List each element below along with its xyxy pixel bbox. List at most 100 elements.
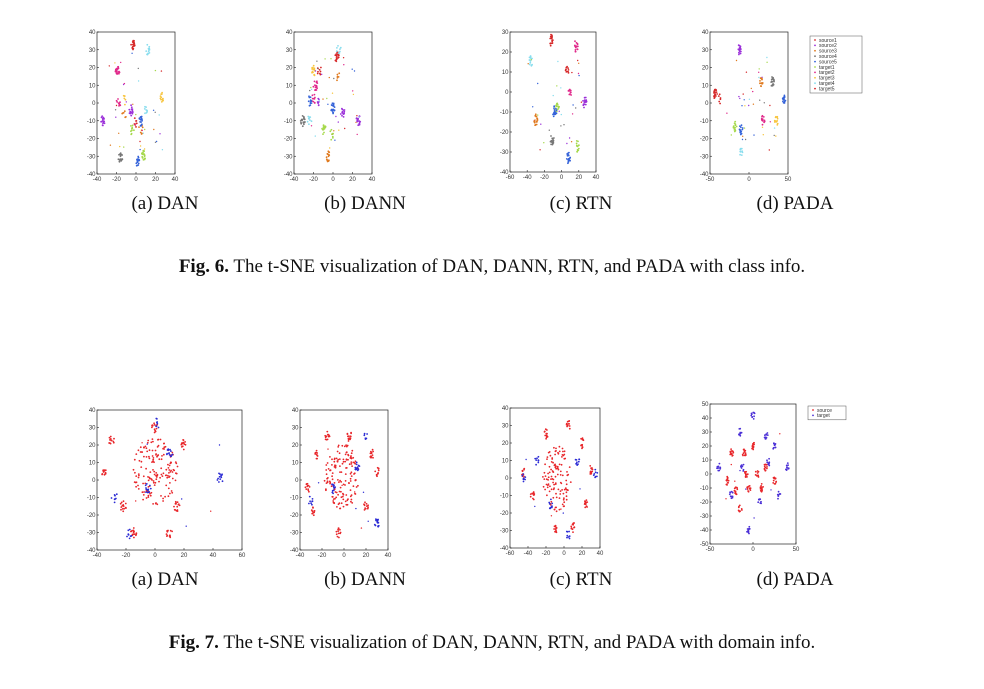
y-tick-label: -10 (290, 496, 299, 502)
scatter-point (311, 66, 314, 69)
scatter-point (333, 486, 336, 489)
scatter-point (330, 485, 333, 488)
scatter-point (117, 67, 120, 70)
scatter-point (773, 442, 775, 445)
scatter-point (316, 87, 318, 90)
scatter-point (174, 479, 177, 482)
scatter-point (309, 119, 311, 121)
scatter-point (144, 112, 146, 115)
scatter-point (773, 444, 776, 447)
scatter-point (779, 433, 781, 435)
scatter-point (146, 443, 148, 445)
scatter-point (133, 117, 136, 119)
scatter-point (340, 490, 342, 493)
scatter-point (100, 120, 102, 123)
scatter-point (555, 496, 558, 499)
scatter-point (583, 96, 586, 99)
legend-label: source5 (819, 59, 837, 65)
scatter-point (342, 460, 345, 463)
scatter-point (210, 510, 212, 512)
scatter-point (364, 501, 366, 504)
scatter-point (337, 54, 340, 57)
scatter-point (165, 484, 168, 487)
scatter-point (563, 488, 566, 491)
scatter-point (131, 110, 134, 113)
scatter-point (549, 140, 552, 143)
scatter-point (145, 488, 148, 491)
x-tick-label: 20 (181, 553, 188, 559)
x-tick-label: 20 (575, 175, 582, 181)
points-group (521, 420, 599, 540)
scatter-point (574, 49, 577, 51)
x-tick-label: 40 (369, 177, 376, 183)
scatter-point (138, 117, 141, 120)
scatter-point (551, 505, 553, 508)
scatter-point (344, 484, 346, 486)
scatter-point (555, 447, 557, 450)
scatter-point (551, 35, 553, 38)
scatter-point (152, 480, 155, 482)
scatter-point (329, 456, 331, 458)
scatter-point (306, 483, 308, 485)
scatter-point (714, 88, 717, 91)
scatter-point (140, 466, 143, 468)
scatter-point (119, 101, 121, 104)
scatter-point (747, 529, 749, 532)
scatter-point (560, 482, 563, 485)
scatter-point (358, 465, 361, 467)
scatter-point (130, 125, 132, 127)
scatter-point (345, 467, 347, 469)
scatter-point (763, 463, 766, 466)
scatter-point (552, 478, 555, 481)
y-tick-label: 0 (505, 476, 509, 482)
scatter-point (308, 486, 311, 488)
scatter-point (560, 113, 562, 116)
x-tick-label: 50 (793, 547, 800, 553)
scatter-point (739, 151, 742, 153)
scatter-point (536, 117, 539, 120)
scatter-point (309, 102, 312, 105)
scatter-point (741, 127, 744, 129)
scatter-point (322, 124, 325, 127)
scatter-point (317, 68, 319, 70)
scatter-point (142, 151, 144, 154)
scatter-point (552, 139, 555, 142)
scatter-point (332, 104, 335, 107)
scatter-point (748, 98, 751, 101)
scatter-point (760, 483, 763, 485)
scatter-point (557, 468, 560, 471)
x-tick-label: 40 (385, 553, 392, 559)
scatter-point (544, 434, 547, 437)
scatter-point (152, 458, 155, 461)
scatter-point (332, 112, 334, 115)
scatter-svg: -40 -20 0 20 40 -40 -30 -20 -10 0 10 20 30 40 (284, 30, 376, 183)
scatter-point (570, 94, 572, 96)
scatter-point (307, 484, 310, 487)
y-tick-label: -40 (87, 172, 96, 178)
legend-label: source2 (819, 43, 837, 49)
scatter-point (760, 77, 763, 80)
scatter-point (350, 498, 353, 501)
scatter-point (759, 498, 762, 501)
scatter-point (559, 474, 562, 476)
scatter-point (145, 483, 148, 485)
scatter-point (740, 154, 743, 156)
scatter-point (535, 459, 538, 461)
scatter-point (121, 112, 124, 115)
scatter-point (299, 120, 302, 122)
scatter-point (138, 474, 140, 477)
scatter-point (123, 507, 125, 510)
scatter-point (745, 488, 747, 490)
scatter-point (348, 463, 351, 466)
scatter-point (328, 480, 331, 483)
scatter-point (552, 94, 554, 97)
scatter-point (303, 121, 306, 124)
scatter-point (527, 63, 529, 65)
scatter-point (537, 455, 540, 458)
scatter-point (311, 503, 313, 506)
scatter-point (146, 488, 149, 491)
scatter-point (377, 518, 379, 521)
scatter-point (738, 51, 740, 54)
scatter-point (559, 470, 562, 473)
scatter-point (334, 139, 336, 141)
